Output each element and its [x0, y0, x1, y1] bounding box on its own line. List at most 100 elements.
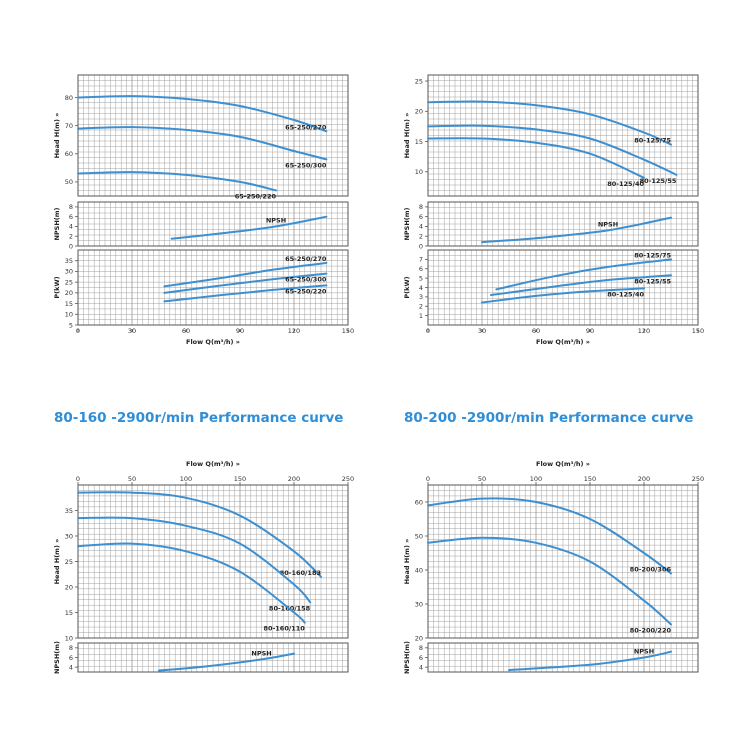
y-tick-label: 60: [415, 498, 423, 506]
curve-label: 65-250/220: [285, 287, 327, 295]
y-tick-label: 20: [65, 289, 73, 297]
y-tick-label: 2: [419, 233, 423, 241]
curve-label: NPSH: [634, 648, 654, 656]
curve-65-250-270: [163, 261, 328, 288]
y-tick-label: 4: [419, 284, 423, 292]
x-tick-label: 150: [342, 327, 354, 335]
curve-80-125-40: [427, 137, 645, 179]
y-tick-label: 10: [415, 168, 423, 176]
curve-80-125-75: [427, 100, 672, 146]
curve-NPSH: [170, 215, 328, 240]
x-tick-label: 150: [692, 327, 704, 335]
curve-label: 65-250/220: [235, 192, 277, 200]
y-tick-label: 2: [419, 303, 423, 311]
y-tick-label: 8: [419, 644, 423, 652]
curve-label: 80-200/220: [630, 626, 672, 634]
x-tick-label: 0: [426, 475, 430, 483]
x-tick-label: 100: [530, 475, 542, 483]
x-axis-label: Flow Q(m³/h) »: [186, 460, 240, 468]
y-tick-label: 8: [69, 203, 73, 211]
y-tick-label: 60: [65, 150, 73, 158]
y-tick-label: 4: [419, 663, 423, 671]
y-tick-label: 0: [69, 242, 73, 250]
curve-NPSH: [481, 216, 672, 244]
curve-label: 80-160/183: [280, 569, 321, 577]
y-axis-label: Head H(m) »: [403, 539, 411, 585]
plot-frame: [77, 201, 349, 247]
y-tick-label: 30: [65, 532, 73, 540]
y-tick-label: 1: [419, 312, 423, 320]
y-axis-label: NPSH(m): [53, 207, 61, 240]
heading-80-160: 80-160 -2900r/min Performance curve: [54, 410, 344, 426]
curve-NPSH: [158, 652, 295, 672]
y-tick-label: 35: [65, 257, 73, 265]
panel-1-3: 5 10 15 20 25 30 35 P(kW) 65-250/270 65-250/300 65…: [53, 249, 349, 329]
panel-4-1: 20 30 40 50 60 Head H(m) » 80-200/306 80-200/22…: [403, 484, 699, 642]
y-tick-label: 6: [69, 654, 73, 662]
y-tick-label: 25: [65, 278, 73, 286]
curve-label: 65-250/300: [285, 276, 327, 284]
y-tick-label: 8: [69, 644, 73, 652]
x-tick-label: 0: [426, 327, 430, 335]
x-tick-label: 30: [478, 327, 486, 335]
plot-frame: [77, 249, 349, 326]
y-tick-label: 6: [419, 265, 423, 273]
y-tick-label: 15: [415, 138, 423, 146]
y-tick-label: 20: [415, 634, 423, 642]
plot-frame: [427, 74, 699, 197]
curve-65-250-300: [77, 126, 328, 161]
curve-65-250-220: [163, 284, 328, 303]
x-tick-label: 90: [586, 327, 594, 335]
y-tick-label: 4: [69, 223, 73, 231]
curve-label: 80-125/75: [634, 137, 671, 145]
curve-label: 65-250/270: [285, 123, 327, 131]
y-tick-label: 20: [415, 108, 423, 116]
panel-2-3: 12 34 567 P(kW) 80-125/75 80-125/55 80-125/40: [403, 249, 699, 326]
y-axis-label: Head H(m) »: [53, 539, 61, 585]
x-tick-label: 100: [180, 475, 192, 483]
y-tick-label: 7: [419, 256, 423, 264]
x-tick-label: 50: [128, 475, 136, 483]
curve-label: 80-125/75: [634, 251, 671, 259]
y-tick-label: 2: [69, 233, 73, 241]
curve-label: NPSH: [266, 216, 286, 224]
x-tick-label: 250: [692, 475, 704, 483]
x-axis-4: 0 50 100 150 200 250 Flow Q(m³/h) »: [426, 460, 704, 485]
x-tick-label: 200: [638, 475, 650, 483]
y-tick-label: 6: [419, 213, 423, 221]
x-axis-3: 0 50 100 150 200 250 Flow Q(m³/h) »: [76, 460, 354, 485]
y-tick-label: 80: [65, 94, 73, 102]
curve-65-250-270: [77, 95, 328, 133]
y-axis-label: NPSH(m): [53, 641, 61, 674]
curve-label: 80-125/40: [607, 290, 644, 298]
x-tick-label: 90: [236, 327, 244, 335]
x-tick-label: 200: [288, 475, 300, 483]
y-tick-label: 4: [419, 223, 423, 231]
y-tick-label: 5: [419, 274, 423, 282]
y-tick-label: 25: [415, 77, 423, 85]
x-tick-label: 150: [234, 475, 246, 483]
x-tick-label: 0: [76, 327, 80, 335]
x-tick-label: 0: [76, 475, 80, 483]
x-axis-2: 0 30 60 90 120 150 Flow Q(m³/h) »: [426, 327, 704, 346]
y-tick-label: 50: [65, 178, 73, 186]
curve-80-160-183: [77, 491, 322, 578]
curve-label: NPSH: [251, 649, 271, 657]
x-axis-label: Flow Q(m³/h) »: [536, 338, 590, 346]
panel-1-1: 50 60 70 80 Head H(m) » 65-250/270 65-250/300 6…: [53, 74, 349, 200]
y-axis-label: Head H(m) »: [53, 113, 61, 159]
panel-3-1: 10 15 20 25 30 35 Head H(m) » 80-160/183 80-160/…: [53, 484, 349, 642]
curve-NPSH: [508, 650, 672, 672]
panel-3-2: 46 8 NPSH(m) NPSH: [53, 641, 349, 674]
curve-label: 65-250/270: [285, 255, 327, 263]
curve-80-160-158: [77, 516, 312, 604]
curve-65-250-220: [77, 171, 277, 192]
curve-label: 80-125/55: [640, 177, 677, 185]
x-axis-label: Flow Q(m³/h) »: [186, 338, 240, 346]
curve-80-200-306: [427, 497, 672, 575]
y-tick-label: 5: [69, 321, 73, 329]
y-axis-label: NPSH(m): [403, 207, 411, 240]
y-axis-label: P(kW): [53, 276, 61, 298]
curve-80-125-40: [481, 287, 645, 304]
